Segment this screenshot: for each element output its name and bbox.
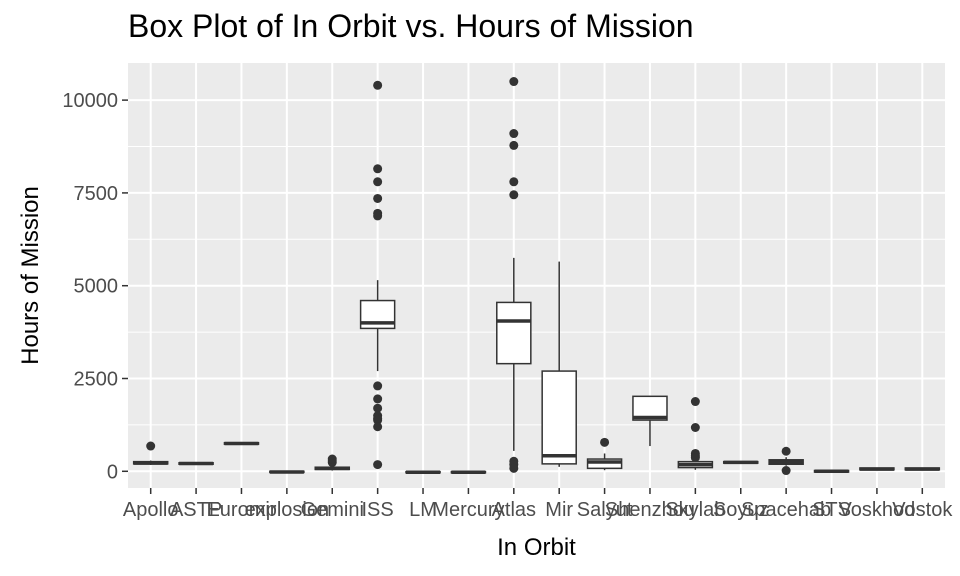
outlier-point [690,422,700,432]
outlier-point [327,454,337,464]
box-body [541,370,577,465]
outlier-point [509,77,519,87]
outlier-point [690,397,700,407]
x-tick-label: Shenzhou [605,499,695,521]
box-apollo [132,441,169,465]
outlier-point [373,193,383,203]
x-tick-label: Euromir [206,499,276,521]
box-explosion [269,470,305,474]
y-tick-label: 5000 [74,276,119,298]
outlier-point [781,466,791,476]
box-mercury [450,470,487,474]
x-tick-label: explosion [245,499,330,521]
y-tick-label: 10000 [62,90,118,112]
boxes-layer [132,77,941,476]
outlier-point [373,381,383,391]
x-tick-label: STS [812,499,851,521]
x-tick-label: Voskhod [839,499,916,521]
x-tick-label: Vostok [892,499,953,521]
box-vostok [904,467,941,471]
box-body [632,395,668,421]
outlier-point [373,403,383,413]
outlier-point [373,211,383,221]
outlier-point [509,190,519,200]
outlier-point [509,140,519,150]
y-tick-label: 0 [107,461,118,483]
x-tick-label: Apollo [123,499,179,521]
box-atlas [496,77,532,473]
x-tick-label: Salyut [577,499,633,521]
box-euromir [223,441,260,446]
outlier-point [781,446,791,456]
box-mir [541,261,577,467]
x-tick-label: Gemini [301,499,364,521]
x-tick-label: LM [409,499,437,521]
outlier-point [373,164,383,174]
box-sts [813,469,850,474]
grid-major [128,63,945,488]
box-spacehab [768,446,804,476]
outlier-point [373,80,383,90]
box-voskhod [859,467,895,471]
y-axis: 0 2500 5000 7500 10000 [62,90,128,483]
grid-minor [128,146,945,426]
box-gemini [314,454,351,471]
y-tick-label: 2500 [74,369,119,391]
outlier-point [509,463,519,473]
box-body [496,301,532,365]
box-iss [359,80,396,470]
y-tick-label: 7500 [74,183,119,205]
outlier-point [690,453,700,463]
x-tick-label: Atlas [492,499,536,521]
outlier-point [509,177,519,187]
outlier-point [373,415,383,425]
outlier-point [146,441,156,451]
plot-panel [128,63,945,488]
box-shenzhou [632,395,668,447]
outlier-point [373,177,383,187]
box-salyut [586,437,623,471]
box-skylab [677,397,714,470]
box-astp [178,461,214,466]
y-axis-title: Hours of Mission [17,186,44,365]
x-axis-title: In Orbit [497,534,576,561]
x-tick-label: ASTP [170,499,222,521]
outlier-point [600,437,610,447]
x-tick-label: Skylab [665,499,725,521]
x-tick-label: Spacehab [741,499,831,521]
outlier-point [509,129,519,139]
outlier-point [373,422,383,432]
outlier-point [373,394,383,404]
x-tick-label: ISS [362,499,394,521]
x-tick-label: Soyuz [713,499,769,521]
box-soyuz [722,460,759,465]
chart-title: Box Plot of In Orbit vs. Hours of Missio… [128,8,694,44]
box-lm [405,470,441,474]
x-tick-label: Mercury [432,499,504,521]
x-tick-label: Mir [545,499,573,521]
outlier-point [373,460,383,470]
